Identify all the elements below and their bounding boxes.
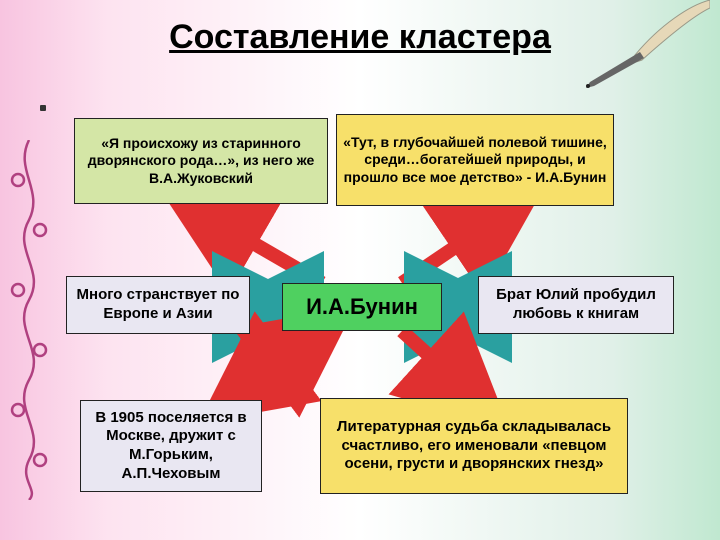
node-mid-right: Брат Юлий пробудил любовь к книгам: [478, 276, 674, 334]
bullet-icon: [40, 105, 46, 111]
node-bottom-right: Литературная судьба складывалась счастли…: [320, 398, 628, 494]
node-top-left: «Я происхожу из старинного дворянского р…: [74, 118, 328, 204]
node-bottom-left: В 1905 поселяется в Москве, дружит с М.Г…: [80, 400, 262, 492]
node-top-right: «Тут, в глубочайшей полевой тишине, сред…: [336, 114, 614, 206]
arrow-center-to-topleft: [196, 210, 322, 283]
arrow-center-to-topright: [402, 210, 510, 283]
arrow-center-to-botright: [402, 331, 478, 400]
node-center: И.А.Бунин: [282, 283, 442, 331]
node-mid-left: Много странствует по Европе и Азии: [66, 276, 250, 334]
page-title: Составление кластера: [100, 18, 620, 57]
slide: Составление кластера «Я происхожу из ста…: [0, 0, 720, 540]
ornament-icon: [4, 140, 54, 500]
arrow-center-botleft: [232, 331, 322, 398]
